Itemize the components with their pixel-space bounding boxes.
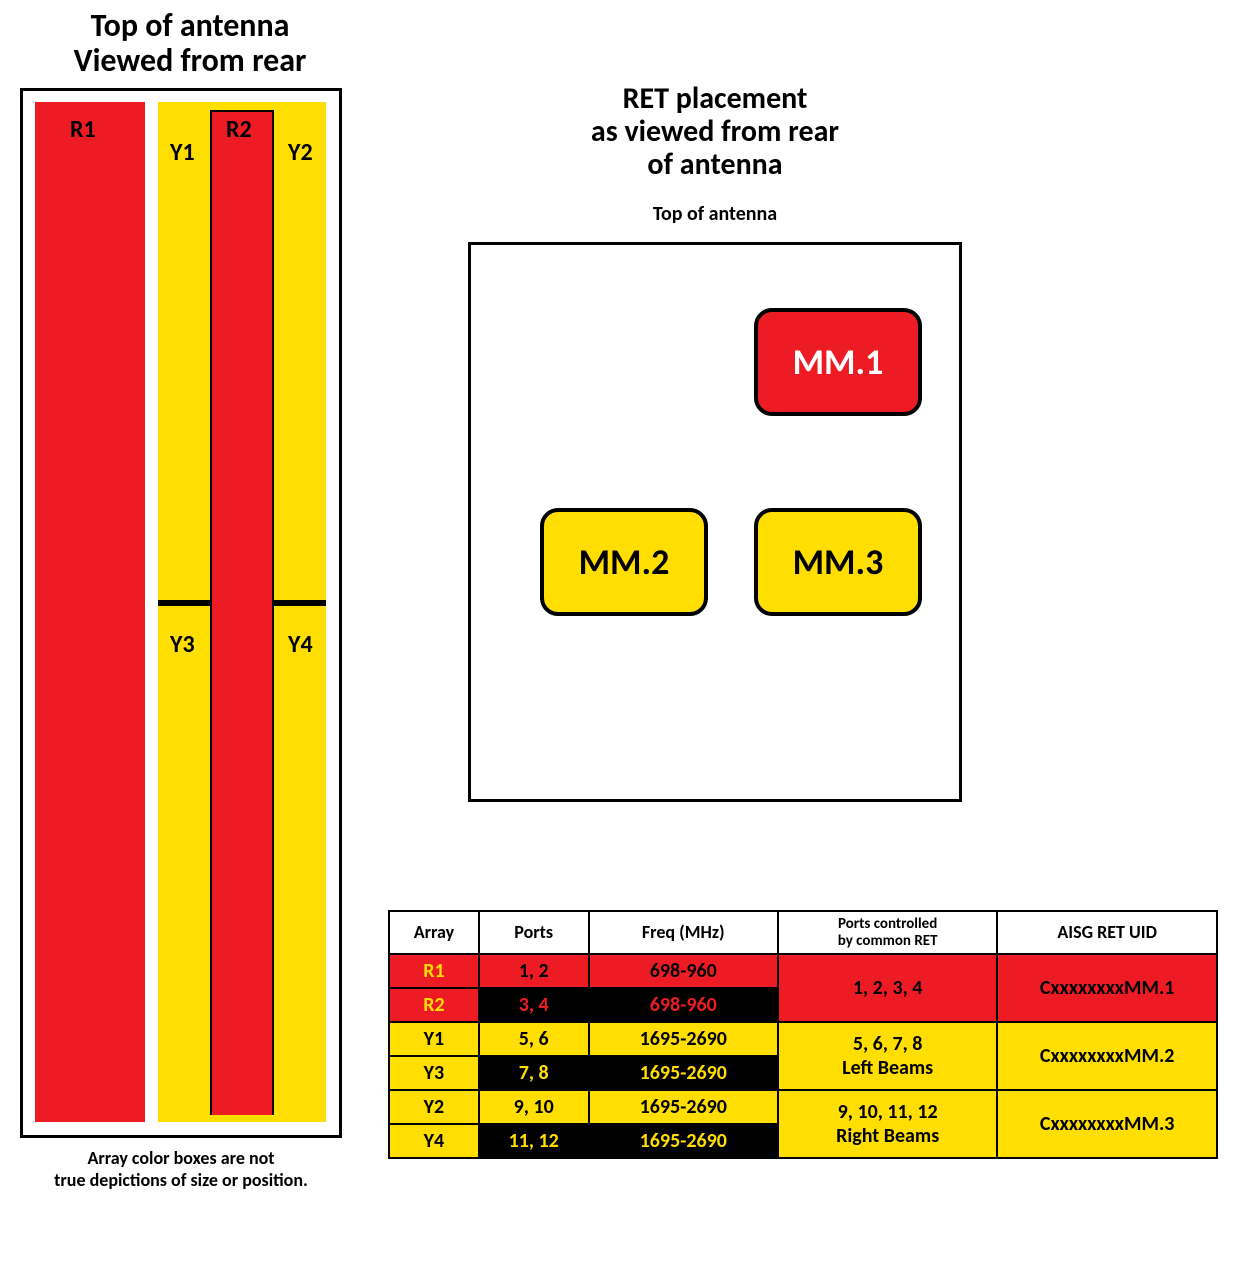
- cell-uid: CxxxxxxxxMM.1: [997, 954, 1217, 1022]
- cell-array: Y4: [389, 1124, 479, 1158]
- cell-ports: 9, 10: [479, 1090, 589, 1124]
- th-controlled-l2: by common RET: [838, 932, 938, 950]
- left-title-line2: Viewed from rear: [0, 43, 380, 78]
- cell-ports: 3, 4: [479, 988, 589, 1022]
- th-controlled-l1: Ports controlled: [838, 915, 937, 933]
- cell-array: Y2: [389, 1090, 479, 1124]
- table-row: R1 1, 2 698-960 1, 2, 3, 4 CxxxxxxxxMM.1: [389, 954, 1217, 988]
- cell-ports: 11, 12: [479, 1124, 589, 1158]
- cell-array: R1: [389, 954, 479, 988]
- ret-box-mm1-label: MM.1: [793, 340, 884, 384]
- th-freq: Freq (MHz): [589, 911, 778, 954]
- label-y4: Y4: [288, 630, 313, 659]
- cell-ctrl-l2: Left Beams: [842, 1056, 933, 1080]
- right-subtitle: Top of antenna: [468, 202, 962, 226]
- cell-array: R2: [389, 988, 479, 1022]
- left-footer: Array color boxes are not true depiction…: [0, 1148, 362, 1191]
- right-title-line2: as viewed from rear: [468, 115, 962, 148]
- cell-ctrl-l2: Right Beams: [836, 1124, 939, 1148]
- cell-ctrl: 5, 6, 7, 8 Left Beams: [778, 1022, 997, 1090]
- array-table: Array Ports Freq (MHz) Ports controlled …: [388, 910, 1218, 1159]
- cell-freq: 698-960: [589, 988, 778, 1022]
- cell-ctrl-l1: 1, 2, 3, 4: [853, 976, 923, 1000]
- cell-uid: CxxxxxxxxMM.2: [997, 1022, 1217, 1090]
- label-r1: R1: [70, 115, 96, 144]
- left-title: Top of antenna Viewed from rear: [0, 8, 380, 78]
- ret-box-mm3-label: MM.3: [793, 540, 884, 584]
- table-row: Y2 9, 10 1695-2690 9, 10, 11, 12 Right B…: [389, 1090, 1217, 1124]
- ret-box-mm2: MM.2: [540, 508, 708, 616]
- left-footer-line1: Array color boxes are not: [0, 1148, 362, 1170]
- cell-ports: 7, 8: [479, 1056, 589, 1090]
- cell-uid: CxxxxxxxxMM.3: [997, 1090, 1217, 1158]
- cell-ctrl: 1, 2, 3, 4: [778, 954, 997, 1022]
- ret-box-mm3: MM.3: [754, 508, 922, 616]
- cell-freq: 1695-2690: [589, 1056, 778, 1090]
- cell-ports: 5, 6: [479, 1022, 589, 1056]
- array-r2-strip: [210, 110, 274, 1115]
- cell-freq: 1695-2690: [589, 1022, 778, 1056]
- right-title-line1: RET placement: [468, 82, 962, 115]
- cell-array: Y1: [389, 1022, 479, 1056]
- ret-box-mm1: MM.1: [754, 308, 922, 416]
- array-r1-strip: [35, 102, 145, 1122]
- table-header-row: Array Ports Freq (MHz) Ports controlled …: [389, 911, 1217, 954]
- ret-box-mm2-label: MM.2: [579, 540, 670, 584]
- th-controlled: Ports controlled by common RET: [778, 911, 997, 954]
- cell-ctrl-l1: 5, 6, 7, 8: [853, 1032, 923, 1056]
- cell-freq: 1695-2690: [589, 1124, 778, 1158]
- label-y3: Y3: [170, 630, 195, 659]
- table-row: Y1 5, 6 1695-2690 5, 6, 7, 8 Left Beams …: [389, 1022, 1217, 1056]
- right-title: RET placement as viewed from rear of ant…: [468, 82, 962, 181]
- cell-ctrl-l1: 9, 10, 11, 12: [838, 1100, 938, 1124]
- left-footer-line2: true depictions of size or position.: [0, 1170, 362, 1192]
- label-y2: Y2: [288, 138, 313, 167]
- cell-freq: 1695-2690: [589, 1090, 778, 1124]
- th-uid: AISG RET UID: [997, 911, 1217, 954]
- cell-ports: 1, 2: [479, 954, 589, 988]
- cell-ctrl: 9, 10, 11, 12 Right Beams: [778, 1090, 997, 1158]
- label-y1: Y1: [170, 138, 195, 167]
- cell-array: Y3: [389, 1056, 479, 1090]
- th-array: Array: [389, 911, 479, 954]
- label-r2: R2: [226, 115, 252, 144]
- th-ports: Ports: [479, 911, 589, 954]
- cell-freq: 698-960: [589, 954, 778, 988]
- right-title-line3: of antenna: [468, 148, 962, 181]
- left-title-line1: Top of antenna: [0, 8, 380, 43]
